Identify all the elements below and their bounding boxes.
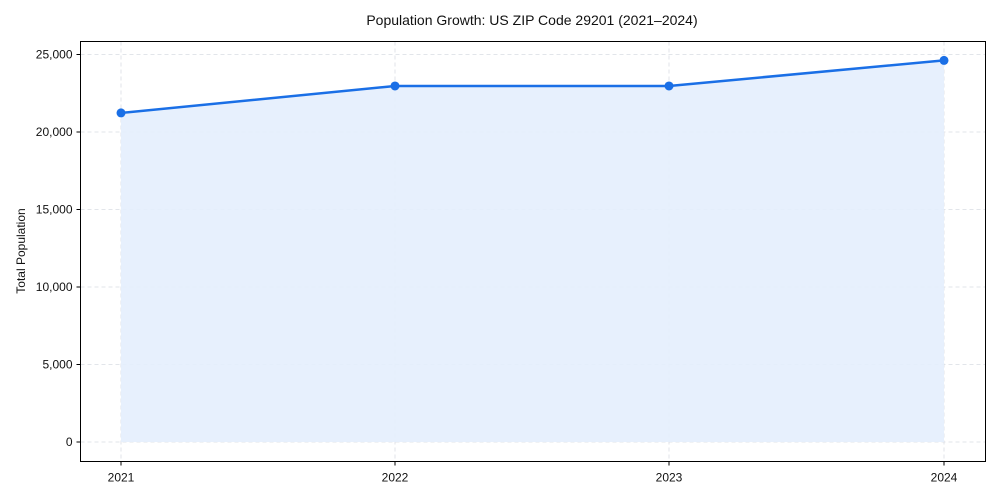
x-tick-label: 2023	[656, 471, 683, 485]
y-axis-label: Total Population	[14, 208, 28, 293]
y-tick-label: 25,000	[36, 48, 73, 62]
y-axis: 0 5,000 10,000 15,000 20,000 25,000	[36, 48, 81, 449]
data-line	[120, 59, 945, 115]
data-point-marker	[664, 81, 674, 91]
y-tick-label: 20,000	[36, 125, 73, 139]
x-axis: 2021 2022 2023 2024	[108, 461, 958, 485]
data-point-marker	[939, 55, 949, 65]
data-point-marker	[116, 108, 126, 118]
data-point-marker	[390, 81, 400, 91]
y-tick-label: 10,000	[36, 280, 73, 294]
y-tick-label: 5,000	[42, 358, 72, 372]
x-tick-label: 2024	[931, 471, 958, 485]
area-fill	[121, 60, 944, 442]
plot-frame	[80, 41, 986, 462]
x-tick-label: 2022	[382, 471, 409, 485]
data-markers	[116, 55, 949, 118]
chart-title: Population Growth: US ZIP Code 29201 (20…	[366, 12, 698, 28]
x-tick-label: 2021	[108, 471, 135, 485]
y-tick-label: 0	[66, 435, 73, 449]
y-tick-label: 15,000	[36, 203, 73, 217]
